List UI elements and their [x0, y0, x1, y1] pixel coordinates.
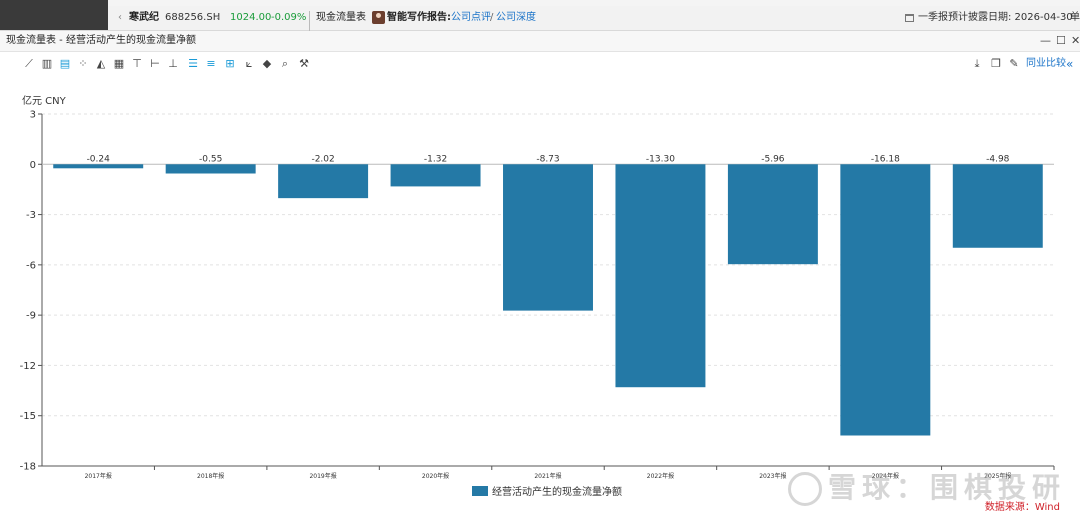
y-tick-label: -9 — [26, 311, 36, 322]
bar[interactable] — [840, 164, 931, 436]
legend-swatch — [472, 486, 488, 496]
top-strip — [0, 0, 1080, 6]
watermark: 雪球：围棋投研 — [788, 466, 1066, 506]
y-tick-label: -6 — [26, 260, 36, 271]
y-tick-label: 0 — [30, 160, 36, 171]
bar[interactable] — [53, 164, 144, 169]
price-change: -0.09% — [271, 12, 307, 23]
copy-icon[interactable]: ❐ — [991, 57, 1001, 70]
align-middle-icon[interactable]: ⊢ — [150, 57, 160, 70]
y-tick-label: -15 — [20, 411, 36, 422]
avatar — [372, 11, 385, 24]
bar-chart-icon[interactable]: ▥ — [41, 57, 53, 70]
data-label: -5.96 — [761, 154, 785, 164]
trend-icon[interactable]: ⟀ — [245, 57, 253, 70]
column-chart-icon[interactable]: ▤ — [59, 57, 71, 70]
data-label: -0.55 — [199, 154, 222, 164]
list-indent-icon[interactable]: ≡ — [206, 57, 216, 70]
bar[interactable] — [278, 164, 369, 199]
peer-compare-button[interactable]: 同业比较 — [1026, 58, 1066, 69]
wrench-icon[interactable]: ⚒ — [299, 57, 309, 70]
x-tick-label: 2019年报 — [309, 472, 336, 480]
data-label: -4.98 — [986, 154, 1010, 164]
y-axis-unit: 亿元 CNY — [22, 94, 67, 107]
bar[interactable] — [165, 164, 256, 174]
stock-price: 1024.00 — [230, 12, 272, 23]
bar-chart: 亿元 CNY 3 0 -3 -6 -9 -12 -15 -18 -0.24 -0.55 -2.02… — [20, 94, 1055, 498]
data-label: -13.30 — [646, 154, 675, 164]
x-tick-label: 2017年报 — [85, 472, 112, 480]
x-tick-label: 2020年报 — [422, 472, 449, 480]
legend-label: 经营活动产生的现金流量净额 — [492, 485, 622, 498]
sidebar-dark-block — [0, 6, 108, 30]
company-depth-link[interactable]: 公司深度 — [496, 12, 536, 23]
area-chart-icon[interactable]: ◭ — [96, 57, 106, 70]
align-top-icon[interactable]: ⊤ — [132, 57, 142, 70]
bar[interactable] — [615, 164, 706, 388]
data-label: -1.32 — [424, 154, 447, 164]
list-icon[interactable]: ☰ — [188, 57, 198, 70]
line-chart-icon[interactable]: ⟋ — [25, 57, 33, 70]
stock-header: ‹ 寒武纪 688256.SH › 1024.00 -0.09% 现金流量表 智… — [0, 6, 1080, 35]
data-label: -2.02 — [311, 154, 334, 164]
chart-toolbar: ⟋ ▥ ▤ ⁘ ◭ ▦ ⊤ ⊢ ⊥ ☰ ≡ ⊞ ⟀ ◆ ⌕ ⚒ ⤓ ❐ ✎ 同业… — [0, 55, 1080, 75]
prev-stock-chevron-icon[interactable]: ‹ — [118, 12, 122, 23]
next-stock-chevron-icon[interactable]: › — [216, 12, 220, 23]
bar[interactable] — [390, 164, 481, 187]
panel-titlebar: 现金流量表 - 经营活动产生的现金流量净额 — ☐ ✕ — [0, 31, 1080, 52]
maximize-button[interactable]: ☐ — [1056, 34, 1066, 47]
ai-writing-label: 智能写作报告: — [387, 12, 451, 23]
snowball-logo-icon — [788, 472, 822, 506]
header-trailing-text: 单 — [1070, 12, 1080, 23]
y-tick-label: -3 — [26, 210, 36, 221]
panel-title: 现金流量表 - 经营活动产生的现金流量净额 — [6, 35, 196, 46]
x-tick-label: 2024年报 — [872, 472, 899, 480]
fill-icon[interactable]: ◆ — [262, 57, 272, 70]
data-label: -8.73 — [536, 154, 559, 164]
bar[interactable] — [727, 164, 818, 265]
x-tick-label: 2018年报 — [197, 472, 224, 480]
data-label: -0.24 — [87, 154, 111, 164]
report-name: 现金流量表 — [316, 12, 366, 23]
company-review-link[interactable]: 公司点评 — [451, 12, 491, 23]
disclosure-date: 一季报预计披露日期: 2026-04-30 — [918, 12, 1073, 23]
calendar-icon — [905, 14, 914, 22]
scatter-icon[interactable]: ⁘ — [78, 57, 88, 70]
x-tick-label: 2021年报 — [534, 472, 561, 480]
chart-legend: 经营活动产生的现金流量净额 — [472, 485, 622, 498]
stock-code: 688256.SH — [165, 12, 221, 23]
bar[interactable] — [503, 164, 593, 311]
dark-block — [0, 0, 108, 6]
divider — [309, 11, 310, 35]
y-tick-label: -12 — [20, 361, 36, 372]
stacked-bar-icon[interactable]: ▦ — [113, 57, 125, 70]
stock-name: 寒武纪 — [129, 12, 159, 23]
link-separator: / — [490, 12, 494, 23]
x-tick-label: 2025年报 — [984, 472, 1011, 480]
grid-icon[interactable]: ⊞ — [225, 57, 235, 70]
download-icon[interactable]: ⤓ — [974, 57, 980, 70]
y-tick-label: 3 — [30, 110, 36, 121]
align-bottom-icon[interactable]: ⊥ — [168, 57, 178, 70]
edit-icon[interactable]: ✎ — [1009, 57, 1019, 70]
y-tick-label: -18 — [20, 462, 36, 473]
data-label: -16.18 — [871, 154, 900, 164]
x-tick-label: 2022年报 — [647, 472, 674, 480]
bar[interactable] — [952, 164, 1043, 248]
x-tick-label: 2023年报 — [759, 472, 786, 480]
collapse-icon[interactable]: « — [1066, 57, 1074, 71]
data-source: 数据来源：Wind — [984, 502, 1060, 513]
chart-area: 亿元 CNY 3 0 -3 -6 -9 -12 -15 -18 -0.24 -0.55 -2.02… — [0, 90, 1080, 518]
watermark-text: 雪球：围棋投研 — [828, 471, 1067, 504]
zoom-icon[interactable]: ⌕ — [281, 57, 289, 70]
minimize-button[interactable]: — — [1040, 34, 1051, 47]
close-button[interactable]: ✕ — [1071, 34, 1080, 47]
